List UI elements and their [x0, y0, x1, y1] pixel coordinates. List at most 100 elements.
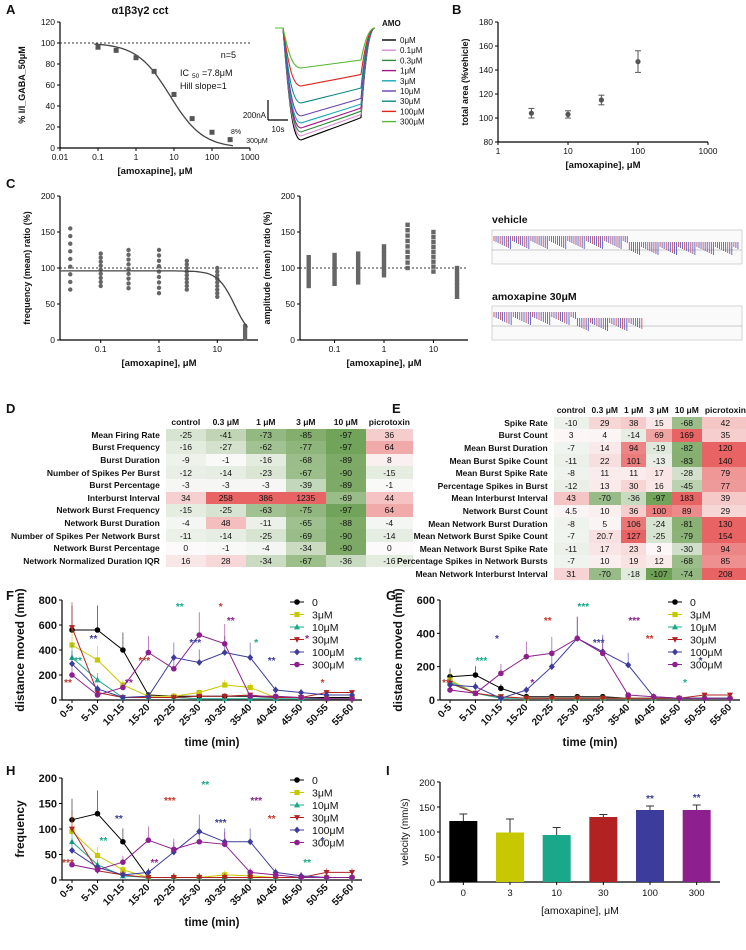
- panel-c-amplitude-data-point: [332, 252, 337, 258]
- panel-f-ytick-label: 0: [51, 695, 57, 707]
- panel-g-data-point: [625, 692, 631, 698]
- panel-h-significance-stars: **: [150, 858, 158, 869]
- panel-a-xtick-label: 0.01: [52, 152, 69, 162]
- panel-h-data-point: [349, 874, 355, 881]
- panel-b-ytick-label: 160: [479, 41, 493, 51]
- panel-g-significance-stars: *: [683, 678, 687, 689]
- panel-f-ytick-label: 400: [39, 645, 57, 657]
- panel-f-data-point: [171, 665, 177, 672]
- panel-f-xtick-label: 15-20: [127, 702, 153, 728]
- heatmap-e-cell: 39: [701, 492, 746, 505]
- panel-f-x-label: time (min): [185, 737, 240, 749]
- panel-c-frequency-data-point: [156, 291, 162, 296]
- panel-g-xtick-label: 55-60: [708, 702, 734, 728]
- panel-g-data-point: [472, 690, 479, 697]
- panel-g-y-label: distance moved (mm): [391, 588, 405, 711]
- panel-b-ytick-label: 180: [479, 17, 493, 27]
- panel-f-legend-marker: [294, 648, 300, 656]
- panel-a-ytick-label: 40: [46, 101, 56, 111]
- panel-a-x-label: [amoxapine], μM: [118, 166, 193, 177]
- panel-label-c: C: [6, 176, 16, 191]
- heatmap-e-cell: -19: [646, 441, 672, 455]
- panel-h-legend-label: 100μM: [312, 825, 344, 837]
- heatmap-e-cell: -11: [553, 542, 589, 556]
- panel-g-legend-label: 100μM: [690, 647, 722, 659]
- panel-g-data-point: [498, 685, 504, 692]
- heatmap-e-cell: 36: [620, 504, 647, 518]
- heatmap-d-column-header: 0.3 μM: [212, 417, 240, 428]
- panel-h-significance-stars: **: [201, 780, 209, 791]
- panel-h-data-point: [69, 847, 75, 854]
- panel-c-frequency-data-point: [156, 269, 162, 274]
- panel-f-data-point: [221, 649, 228, 656]
- panel-c-frequency-y-label: frequency (mean) ratio (%): [22, 211, 32, 325]
- panel-a-ytick-label: 20: [46, 122, 56, 132]
- heatmap-e-cell: 29: [701, 504, 746, 518]
- panel-c-frequency-data-point: [68, 233, 73, 239]
- panel-c-frequency-data-point: [215, 269, 220, 274]
- panel-c-frequency-data-point: [215, 294, 220, 299]
- heatmap-e-cell: 79: [701, 466, 746, 480]
- panel-f-data-point: [222, 682, 228, 688]
- heatmap-e-row: Mean Network Burst Duration -8 5 106 -24 -81 1…: [394, 517, 746, 530]
- heatmap-e-cell: -11: [553, 454, 589, 467]
- panel-c-frequency-data-point: [126, 247, 131, 253]
- panel-c-frequency-ytick-label: 0: [50, 335, 55, 345]
- heatmap-e-row-label: Mean Network Burst Spike Rate: [419, 543, 548, 554]
- panel-f-xtick-label: 20-25: [152, 702, 178, 728]
- panel-a-fit-curve: [94, 43, 233, 147]
- heatmap-e-cell: -12: [553, 479, 589, 493]
- panel-f-series-line: [71, 644, 352, 700]
- heatmap-e-cell: -82: [671, 441, 702, 455]
- panel-f-data-point: [69, 672, 75, 678]
- panel-b-xtick-label: 1000: [699, 146, 718, 156]
- panel-f-significance-stars: **: [74, 656, 82, 667]
- heatmap-d-cell: -25: [245, 529, 286, 542]
- heatmap-e-cell: 106: [620, 517, 647, 530]
- heatmap-e-cell: 29: [588, 416, 621, 430]
- panel-c-amplitude-data-point: [381, 265, 387, 271]
- heatmap-e-row-label: Mean Network Interburst Interval: [415, 569, 548, 580]
- trace-legend-label: 10μM: [400, 87, 421, 96]
- heatmap-d-column-header: control: [171, 417, 201, 428]
- heatmap-e-cell: 89: [671, 504, 702, 518]
- panel-g-data-point: [727, 695, 733, 702]
- heatmap-d-row-label: Burst Percentage: [89, 480, 160, 491]
- panel-h-xtick-label: 5-10: [80, 882, 102, 904]
- heatmap-e-cell: 94: [620, 441, 647, 455]
- panel-f-data-point: [247, 654, 254, 661]
- panel-c-amplitude-data-point: [405, 244, 410, 249]
- heatmap-e-cell: -68: [671, 555, 702, 568]
- panel-h-data-point: [94, 810, 101, 817]
- panel-f-xtick-label: 10-15: [101, 702, 127, 728]
- panel-c-amplitude-data-point: [431, 234, 436, 240]
- panel-f-data-point: [94, 685, 101, 693]
- panel-h-data-point: [120, 867, 126, 873]
- panel-a-data-point: [189, 116, 195, 122]
- heatmap-e-row: Percentage Spikes in Burst -12 13 30 16 -45 77: [394, 479, 746, 493]
- heatmap-d-row-label: Network Normalized Duration IQR: [23, 555, 160, 566]
- panel-label-d: D: [6, 401, 16, 416]
- heatmap-e-row-label: Mean Interburst Interval: [451, 493, 548, 504]
- panel-g-xtick-label: 30-35: [581, 702, 607, 728]
- heatmap-e-cell: -97: [646, 492, 672, 505]
- panel-c-frequency-data-point: [98, 279, 103, 285]
- panel-a-data-point: [151, 68, 157, 74]
- panel-g-xtick-label: 0-5: [436, 702, 454, 720]
- heatmap-d-cell: -25: [205, 504, 246, 517]
- panel-g-significance-stars: **: [544, 616, 552, 627]
- panel-i-bar: [542, 835, 571, 882]
- heatmap-d-cell: 64: [365, 441, 413, 454]
- trace-legend-label: 30μM: [400, 97, 421, 106]
- panel-c-frequency-ytick-label: 50: [46, 299, 56, 309]
- panel-g-significance-stars: ***: [577, 602, 589, 613]
- panel-c-amplitude-data-point: [306, 283, 311, 289]
- panel-c-amplitude-data-point: [381, 247, 387, 253]
- panel-f-data-point: [196, 689, 202, 696]
- panel-i-bar: [589, 817, 618, 882]
- panel-c-frequency-data-point: [126, 281, 131, 286]
- heatmap-e-cell: -7: [553, 529, 589, 543]
- heatmap-e-cell: -79: [671, 529, 702, 543]
- panel-f-significance-stars: ***: [139, 656, 151, 667]
- panel-c-amplitude-ytick-label: 200: [281, 191, 295, 201]
